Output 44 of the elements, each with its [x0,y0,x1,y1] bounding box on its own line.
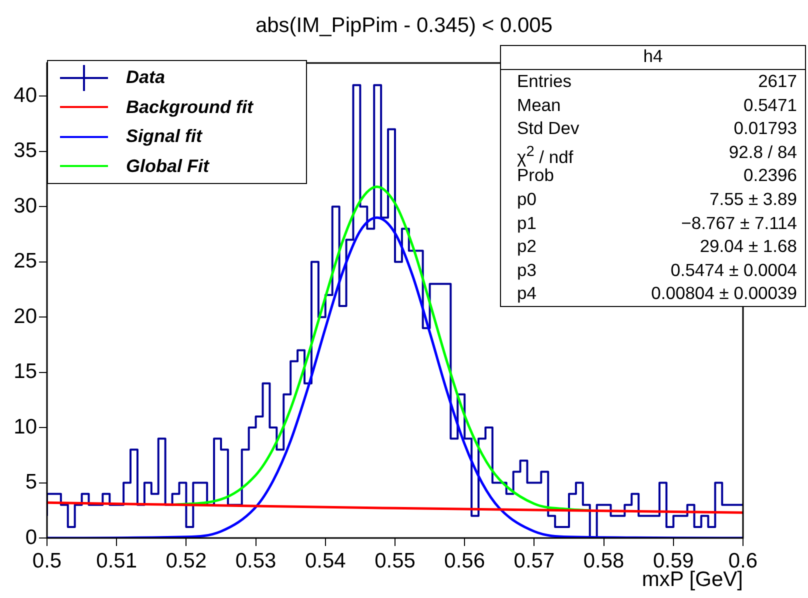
annotation: Mean [517,94,561,117]
annotation: p3 [517,258,536,282]
text: 0.2396 [743,164,797,188]
x-tick-label: 0.5 [32,549,62,572]
x-tick-label: 0.58 [583,549,624,572]
x-tick-label: 0.56 [444,549,486,572]
y-tick-label: 10 [14,415,37,438]
text: 2617 [758,70,797,93]
y-tick-label: 30 [14,194,37,218]
legend-label: Signal fit [126,126,202,148]
annotation: 7.55 ± 3.89 [710,188,797,211]
x-tick-label: 0.53 [235,549,276,572]
y-tick-label: 40 [14,84,37,107]
annotation: χ$^{2}$ / ndf [517,142,574,167]
chart-title: abs(IM_PipPim - 0.345) < 0.005 [254,14,554,38]
annotation: 0.00804 ± 0.00039 [651,282,797,306]
text: 0.5471 [743,94,797,117]
annotation: p4 [517,282,536,306]
annotation: Std Dev [517,117,580,140]
annotation: Entries [517,70,572,93]
legend-label: Global Fit [126,156,209,177]
x-tick-label: 0.54 [304,549,346,572]
x-tick-label: 0.57 [514,549,555,572]
annotation: h4 [501,46,805,70]
annotation: −8.767 ± 7.114 [681,212,797,235]
y-tick-label: 0 [25,526,37,549]
y-tick-label: 15 [14,360,37,384]
legend-label: Data [126,67,166,88]
y-tick-label: 25 [14,250,37,273]
annotation: 0.01793 [734,117,797,140]
x-axis-title: mxP [GeV] [642,568,743,592]
annotation: p1 [517,212,536,235]
annotation: p0 [517,188,536,211]
y-tick-label: 35 [14,139,37,162]
x-tick-label: 0.55 [374,549,416,572]
x-tick-label: 0.52 [166,549,207,572]
annotation: 0.5474 ± 0.0004 [670,258,797,282]
annotation: 92.8 / 84 [728,140,797,164]
annotation: p2 [517,235,536,258]
y-tick-label: 5 [25,470,37,494]
annotation: 29.04 ± 1.68 [700,235,797,258]
y-tick-label: 20 [14,304,37,328]
x-tick-label: 0.51 [96,549,138,572]
legend-label: Background fit [126,96,254,118]
